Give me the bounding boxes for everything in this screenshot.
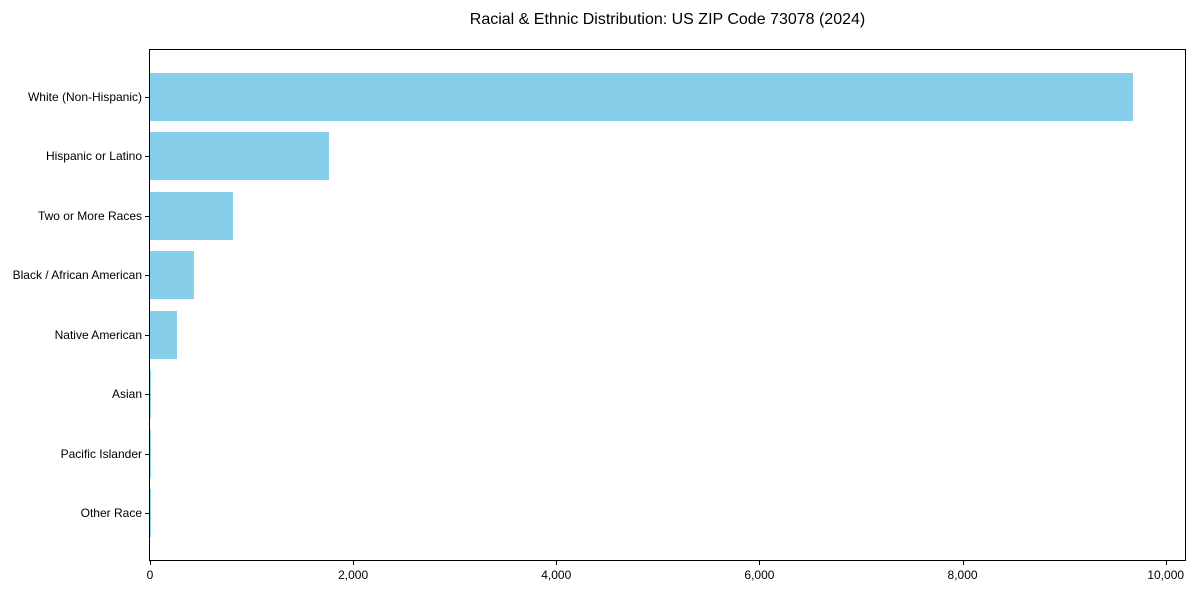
x-axis-tick-label: 6,000 xyxy=(744,568,775,582)
x-axis-tick-label: 8,000 xyxy=(947,568,978,582)
bar xyxy=(150,191,234,240)
x-axis-tick xyxy=(556,561,558,565)
y-axis-category-label: Other Race xyxy=(80,506,142,521)
bar xyxy=(150,132,329,181)
y-axis-category-label: Pacific Islander xyxy=(60,446,142,461)
x-axis-tick-label: 0 xyxy=(146,568,154,582)
x-axis-tick xyxy=(962,561,964,565)
y-axis-category-label: White (Non-Hispanic) xyxy=(27,89,142,104)
y-axis-tick xyxy=(145,215,149,217)
y-axis-tick xyxy=(145,275,149,277)
y-axis-tick xyxy=(145,96,149,98)
x-axis-tick-label: 2,000 xyxy=(338,568,369,582)
y-axis-tick xyxy=(145,394,149,396)
y-axis-tick xyxy=(145,334,149,336)
x-axis-tick xyxy=(1165,561,1167,565)
y-axis-category-label: Native American xyxy=(54,327,142,342)
bar xyxy=(150,310,177,359)
x-axis-tick xyxy=(150,561,151,565)
bar xyxy=(150,251,195,300)
y-axis-tick xyxy=(145,453,149,455)
y-axis-tick xyxy=(145,156,149,158)
y-axis-tick xyxy=(145,513,149,515)
x-axis-tick xyxy=(353,561,355,565)
y-axis-category-label: Black / African American xyxy=(12,268,142,283)
x-axis-tick-label: 10,000 xyxy=(1147,568,1185,582)
y-axis-category-label: Two or More Races xyxy=(37,208,142,223)
y-axis-category-label: Asian xyxy=(111,387,142,402)
plot-area xyxy=(149,49,1186,561)
y-axis-category-label: Hispanic or Latino xyxy=(45,149,142,164)
chart-title: Racial & Ethnic Distribution: US ZIP Cod… xyxy=(469,11,866,28)
bar xyxy=(150,370,152,419)
x-axis-tick xyxy=(759,561,761,565)
bar xyxy=(150,72,1134,121)
x-axis-tick-label: 4,000 xyxy=(541,568,572,582)
